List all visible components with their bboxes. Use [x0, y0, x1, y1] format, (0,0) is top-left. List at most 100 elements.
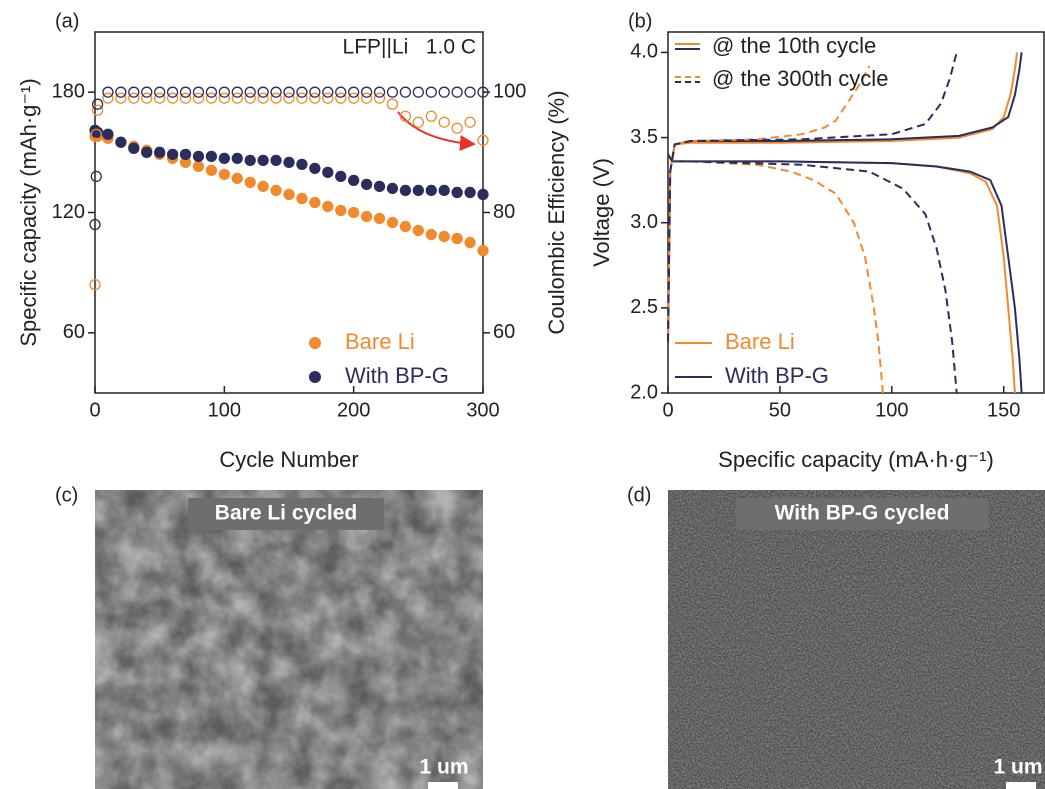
ce-point	[128, 92, 140, 104]
ce-point	[154, 86, 166, 98]
y2-tick-label: 80	[493, 201, 515, 223]
ce-point	[412, 86, 424, 98]
ce-point	[335, 92, 347, 104]
ce-point	[205, 92, 218, 104]
ce-point	[91, 104, 104, 116]
y-tick-label: 3.5	[630, 126, 658, 148]
ce-point	[270, 92, 282, 104]
y-tick-label: 2.5	[630, 296, 658, 318]
ce-point	[322, 86, 334, 98]
ce-point	[399, 86, 412, 98]
legend-label: With BP-G	[725, 363, 829, 388]
voltage-curve	[667, 65, 871, 334]
capacity-point	[335, 170, 347, 183]
legend-label: Bare Li	[345, 329, 415, 354]
capacity-point	[218, 152, 230, 165]
capacity-point	[309, 196, 321, 209]
ce-point	[464, 86, 476, 98]
voltage-curve	[667, 52, 1023, 342]
capacity-point	[244, 176, 256, 189]
capacity-point	[179, 148, 192, 160]
x-tick-label: 300	[466, 399, 499, 421]
legend-label: @ the 10th cycle	[712, 33, 876, 58]
ce-point	[425, 86, 437, 98]
annotation: LFP||Li 1.0 C	[343, 36, 476, 59]
capacity-point	[296, 158, 308, 171]
legend-marker	[309, 337, 321, 349]
capacity-point	[438, 230, 450, 243]
x-tick-label: 200	[337, 399, 370, 421]
capacity-point	[257, 154, 269, 167]
y-tick-label: 180	[52, 80, 85, 102]
ce-point	[257, 92, 269, 104]
ce-point	[192, 92, 205, 104]
capacity-point	[348, 206, 360, 219]
capacity-point	[322, 166, 334, 179]
ce-point	[90, 170, 102, 183]
plot-frame	[94, 31, 484, 394]
ce-point	[244, 92, 256, 104]
capacity-point	[218, 168, 230, 181]
ce-point	[373, 92, 386, 104]
ce-point	[89, 218, 101, 231]
x-tick-label: 150	[987, 399, 1020, 421]
ce-point	[257, 86, 269, 98]
ce-point	[89, 279, 101, 291]
x-tick-label: 100	[875, 399, 908, 421]
ce-point	[438, 116, 450, 128]
ce-point	[348, 86, 360, 98]
ce-point	[141, 92, 153, 104]
ce-point	[154, 92, 166, 104]
trend-arrow	[397, 111, 476, 152]
capacity-point	[270, 154, 282, 167]
ce-point	[477, 134, 489, 146]
x-tick-label: 50	[769, 399, 791, 421]
ce-point	[192, 86, 205, 98]
ce-point	[296, 92, 308, 104]
ce-point	[270, 86, 282, 98]
y2-tick-label: 100	[493, 80, 526, 102]
capacity-point	[102, 128, 114, 140]
y-tick-label: 3.0	[630, 211, 658, 233]
panel-label: (d)	[627, 484, 651, 506]
ce-point	[373, 86, 386, 98]
capacity-point	[296, 192, 308, 205]
capacity-point	[360, 210, 373, 223]
voltage-curve	[667, 52, 1019, 334]
panel-label: (c)	[55, 484, 78, 506]
ce-point	[179, 86, 192, 98]
y2-axis-label: Coulombic Efficiency (%)	[544, 90, 569, 334]
capacity-point	[231, 172, 243, 185]
image-caption: With BP-G cycled	[775, 502, 950, 525]
panel-label: (b)	[628, 10, 652, 32]
ce-point	[438, 86, 450, 98]
capacity-point	[386, 216, 399, 229]
ce-point	[283, 92, 295, 104]
ce-point	[115, 92, 127, 104]
capacity-point	[205, 150, 218, 162]
capacity-point	[270, 184, 282, 197]
y-tick-label: 4.0	[630, 41, 658, 63]
ce-point	[91, 98, 104, 110]
ce-point	[166, 86, 179, 98]
capacity-point	[322, 200, 334, 213]
ce-point	[166, 92, 179, 104]
voltage-curve	[667, 52, 958, 342]
capacity-point	[348, 174, 360, 187]
capacity-point	[309, 162, 321, 175]
ce-point	[360, 86, 373, 98]
y-tick-label: 120	[52, 201, 85, 223]
ce-point	[309, 92, 321, 104]
x-tick-label: 100	[208, 399, 241, 421]
ce-point	[348, 92, 360, 104]
capacity-point	[141, 146, 153, 158]
sem-image-c	[95, 490, 483, 789]
image-caption: Bare Li cycled	[215, 502, 357, 525]
capacity-point	[283, 156, 295, 169]
y-tick-label: 60	[63, 321, 85, 343]
y-axis-label: Voltage (V)	[589, 158, 614, 267]
capacity-point	[373, 212, 386, 225]
capacity-point	[386, 182, 399, 195]
capacity-point	[451, 186, 463, 199]
ce-point	[322, 92, 334, 104]
